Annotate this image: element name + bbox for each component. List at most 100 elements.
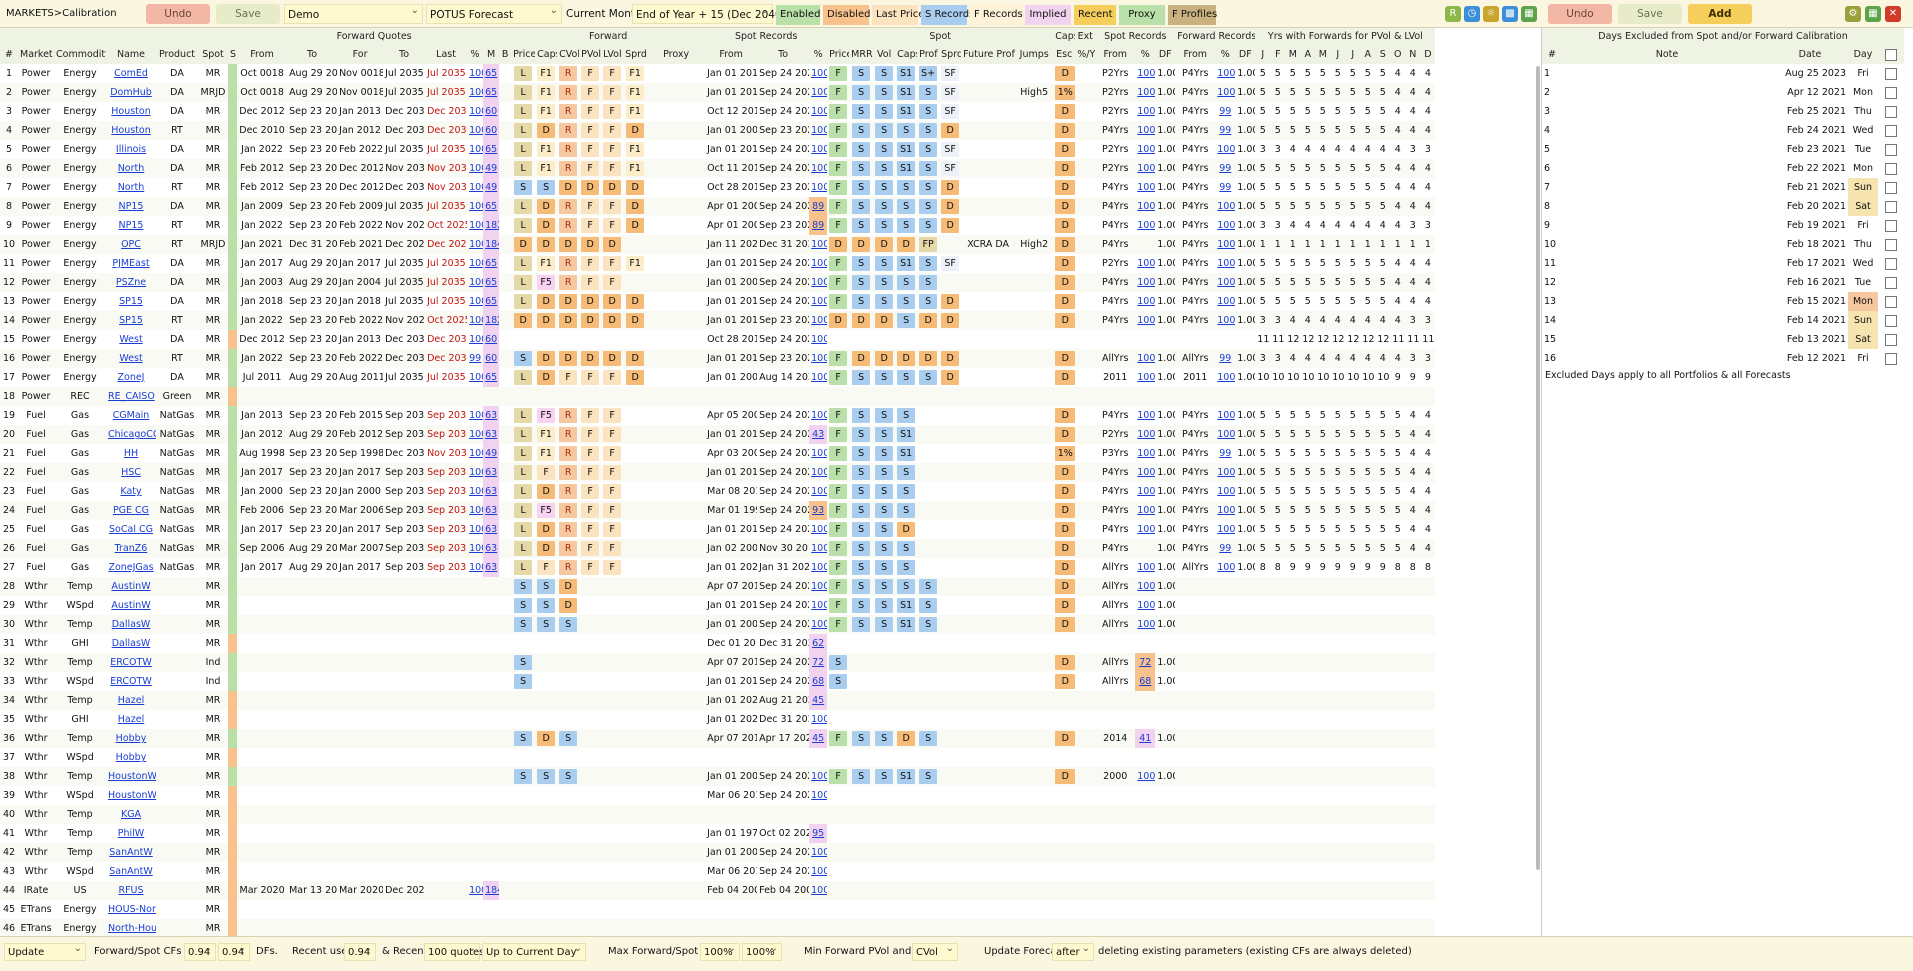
fwd-pvol-chip[interactable]: F xyxy=(581,275,600,290)
fwd-lvol[interactable] xyxy=(601,691,623,710)
fr-rec-pct-link[interactable]: 100 xyxy=(1217,68,1236,79)
fwd-sprd[interactable]: F1 xyxy=(623,140,647,159)
fr-rec-df[interactable] xyxy=(1235,330,1255,349)
spot-sprd-chip[interactable]: SF xyxy=(941,85,960,100)
spot-mrr[interactable]: S xyxy=(849,140,873,159)
fwd-lvol[interactable] xyxy=(601,767,623,786)
fr-rec-from[interactable] xyxy=(1175,672,1215,691)
fwd-sprd[interactable] xyxy=(623,539,647,558)
jumps-cell[interactable] xyxy=(1015,463,1053,482)
spot-mrr-chip[interactable]: S xyxy=(852,522,871,537)
spot-caps-chip[interactable]: S xyxy=(897,370,916,385)
fr-rec-pct-link[interactable] xyxy=(1215,843,1235,862)
fr-rec-from[interactable] xyxy=(1175,824,1215,843)
spot-prof[interactable] xyxy=(917,824,939,843)
table-row[interactable]: 11 Power Energy PJMEast DA MR Jan 2017 Aug 29 2… xyxy=(0,254,1435,273)
fwd-lvol[interactable] xyxy=(601,843,623,862)
fwd-sprd[interactable] xyxy=(623,615,647,634)
fr-rec-pct-link[interactable]: 100 xyxy=(1217,372,1236,383)
fr-rec-pct-link[interactable]: 100 xyxy=(1217,87,1236,98)
spot-model-cell[interactable]: MR xyxy=(205,543,221,554)
fwd-price-chip[interactable]: S xyxy=(514,180,533,195)
spot-model-cell[interactable]: MR xyxy=(205,258,221,269)
fwd-cvol-chip[interactable]: R xyxy=(559,161,578,176)
fwd-price[interactable] xyxy=(511,710,535,729)
table-row[interactable]: 4 Power Energy Houston RT MR Dec 2010 Sep 23 20… xyxy=(0,121,1436,140)
spot-price[interactable] xyxy=(827,387,849,406)
spot-price[interactable]: F xyxy=(827,520,849,539)
esc-cell[interactable]: D xyxy=(1053,539,1076,558)
fr-rec-from[interactable]: P4Yrs xyxy=(1182,467,1209,478)
spot-status-cell[interactable] xyxy=(228,349,238,368)
fwd-sprd-chip[interactable]: F1 xyxy=(626,142,645,157)
sr-rec-pct-link[interactable]: 100 xyxy=(1137,353,1156,364)
fr-rec-df[interactable]: 1.00 xyxy=(1237,448,1255,459)
fwd-sprd[interactable] xyxy=(623,843,647,862)
fwd-lvol-chip[interactable]: F xyxy=(603,218,622,233)
fwd-pvol[interactable]: F xyxy=(579,406,601,425)
proxy-cell[interactable] xyxy=(647,387,705,406)
fr-rec-pct-link[interactable]: 100 xyxy=(1217,505,1236,516)
spot-vol[interactable]: S xyxy=(873,273,895,292)
spot-price-chip[interactable]: D xyxy=(829,313,848,328)
fwd-lvol-chip[interactable]: F xyxy=(603,275,622,290)
fwd-pvol[interactable]: D xyxy=(579,235,601,254)
fq-pct-link[interactable] xyxy=(467,900,483,919)
spot-sprd[interactable] xyxy=(939,463,961,482)
spot-prof[interactable]: S xyxy=(917,83,939,102)
fr-rec-pct-link[interactable] xyxy=(1215,919,1235,936)
esc-cell[interactable]: D xyxy=(1053,653,1076,672)
sr-rec-from[interactable]: P4Yrs xyxy=(1102,277,1129,288)
proxy-cell[interactable] xyxy=(647,843,705,862)
jumps-cell[interactable] xyxy=(1015,178,1053,197)
fwd-cvol[interactable] xyxy=(557,881,579,900)
esc-chip[interactable]: D xyxy=(1055,541,1076,556)
proxy-cell[interactable] xyxy=(647,634,705,653)
fr-rec-from[interactable] xyxy=(1175,387,1215,406)
proxy-cell[interactable] xyxy=(647,881,705,900)
fwd-cvol-chip[interactable]: R xyxy=(559,446,578,461)
fr-rec-from[interactable] xyxy=(1175,653,1215,672)
fwd-pvol-chip[interactable]: D xyxy=(581,180,600,195)
spot-caps-chip[interactable]: S1 xyxy=(897,142,916,157)
spot-model-cell[interactable]: MR xyxy=(205,296,221,307)
name-link[interactable]: OPC xyxy=(121,239,141,250)
fwd-pvol-chip[interactable]: F xyxy=(581,408,600,423)
future-profiles-cell[interactable] xyxy=(961,843,1015,862)
fwd-pvol[interactable] xyxy=(579,862,601,881)
fr-rec-pct-link[interactable] xyxy=(1215,634,1235,653)
sr-pct-link[interactable]: 100 xyxy=(811,524,828,535)
fr-rec-from[interactable]: P4Yrs xyxy=(1182,429,1209,440)
fr-rec-from[interactable] xyxy=(1175,691,1215,710)
spot-caps[interactable] xyxy=(895,672,917,691)
spot-price-chip[interactable]: F xyxy=(829,484,848,499)
sr-rec-pct-link[interactable] xyxy=(1135,748,1155,767)
esc-cell[interactable]: D xyxy=(1053,235,1076,254)
fwd-caps-chip[interactable]: F5 xyxy=(537,503,556,518)
proxy-cell[interactable] xyxy=(647,805,705,824)
fwd-cvol[interactable] xyxy=(557,786,579,805)
fwd-caps-chip[interactable]: S xyxy=(537,769,556,784)
fwd-cvol[interactable] xyxy=(557,805,579,824)
fwd-caps[interactable]: S xyxy=(535,596,557,615)
spot-prof-chip[interactable]: S+ xyxy=(919,66,938,81)
fq-m-link[interactable]: 49 xyxy=(483,444,500,463)
fwd-caps[interactable]: F1 xyxy=(535,140,557,159)
sr-rec-df[interactable]: 1.00 xyxy=(1157,125,1175,136)
spot-caps-chip[interactable]: S1 xyxy=(897,104,916,119)
fwd-pvol-chip[interactable]: F xyxy=(581,446,600,461)
spot-price-chip[interactable]: F xyxy=(829,427,848,442)
spot-caps[interactable] xyxy=(895,330,917,349)
fq-m-link[interactable]: 65 xyxy=(483,140,500,159)
fwd-price-chip[interactable]: S xyxy=(514,674,533,689)
jumps-cell[interactable] xyxy=(1015,558,1053,577)
fwd-pvol[interactable] xyxy=(579,824,601,843)
name-link[interactable]: NP15 xyxy=(118,201,144,212)
spot-vol-chip[interactable]: S xyxy=(875,370,894,385)
spot-sprd[interactable]: D xyxy=(939,197,961,216)
excluded-date-cell[interactable]: Feb 16 2021 xyxy=(1786,277,1846,288)
esc-chip[interactable]: D xyxy=(1055,180,1076,195)
spot-prof[interactable]: S+ xyxy=(917,64,939,83)
esc-cell[interactable]: D xyxy=(1053,311,1076,330)
fwd-caps[interactable]: D xyxy=(535,311,557,330)
